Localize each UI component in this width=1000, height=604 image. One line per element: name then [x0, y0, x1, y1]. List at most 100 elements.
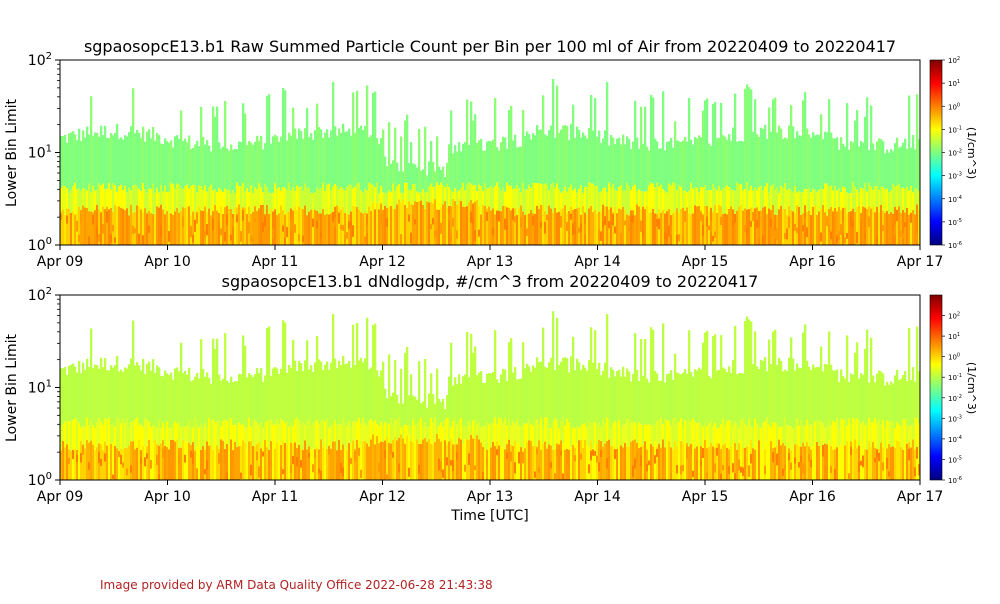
heatmap-cell — [826, 214, 829, 245]
heatmap-cell — [72, 363, 75, 421]
heatmap-cell — [272, 368, 275, 425]
heatmap-cell — [684, 136, 687, 191]
heatmap-cell — [546, 368, 549, 418]
heatmap-cell — [414, 425, 417, 442]
heatmap-cell — [160, 143, 163, 186]
heatmap-cell — [616, 213, 619, 245]
heatmap-cell — [772, 331, 775, 423]
heatmap-cell — [498, 382, 501, 418]
heatmap-cell — [806, 128, 809, 190]
heatmap-cell — [316, 220, 319, 229]
heatmap-cell — [138, 133, 141, 189]
heatmap-cell — [180, 447, 183, 480]
heatmap-cell — [760, 185, 763, 211]
heatmap-cell — [724, 213, 727, 245]
heatmap-cell — [476, 424, 479, 436]
heatmap-cell — [344, 364, 347, 424]
heatmap-cell — [506, 425, 509, 445]
heatmap-cell — [510, 210, 513, 245]
heatmap-cell — [148, 421, 151, 440]
heatmap-cell — [84, 448, 87, 480]
heatmap-cell — [304, 424, 307, 441]
heatmap-cell — [98, 452, 101, 464]
heatmap-cell — [678, 234, 681, 242]
heatmap-cell — [78, 128, 81, 189]
heatmap-cell — [246, 427, 249, 451]
heatmap-cell — [168, 142, 171, 192]
heatmap-cell — [350, 427, 353, 444]
heatmap-cell — [328, 446, 331, 455]
heatmap-cell — [74, 418, 77, 449]
heatmap-cell — [304, 205, 307, 245]
heatmap-cell — [208, 208, 211, 245]
heatmap-cell — [734, 93, 737, 191]
heatmap-cell — [418, 464, 421, 474]
heatmap-cell — [430, 418, 433, 444]
heatmap-cell — [156, 206, 159, 245]
heatmap-cell — [252, 193, 255, 212]
heatmap-cell — [680, 418, 683, 441]
heatmap-cell — [176, 135, 179, 184]
heatmap-cell — [156, 188, 159, 207]
heatmap-cell — [90, 96, 93, 193]
heatmap-cell — [902, 449, 905, 480]
heatmap-cell — [554, 207, 557, 245]
heatmap-cell — [188, 420, 191, 443]
heatmap-cell — [348, 464, 351, 474]
heatmap-cell — [828, 99, 831, 187]
heatmap-cell — [414, 219, 417, 225]
heatmap-cell — [832, 449, 835, 480]
heatmap-cell — [762, 235, 765, 244]
heatmap-cell — [400, 427, 403, 435]
heatmap-cell — [372, 184, 375, 202]
heatmap-cell — [144, 374, 147, 419]
heatmap-cell — [756, 446, 759, 480]
heatmap-cell — [784, 183, 787, 209]
heatmap-cell — [718, 204, 721, 245]
heatmap-cell — [444, 440, 447, 480]
heatmap-cell — [434, 199, 437, 245]
heatmap-cell — [408, 434, 411, 480]
heatmap-cell — [242, 103, 245, 183]
heatmap-cell — [378, 376, 381, 427]
heatmap-cell — [130, 422, 133, 442]
heatmap-cell — [708, 189, 711, 211]
heatmap-cell — [832, 138, 835, 191]
heatmap-cell — [874, 418, 877, 448]
heatmap-cell — [136, 450, 139, 461]
heatmap-cell — [82, 444, 85, 455]
heatmap-cell — [136, 447, 139, 480]
heatmap-cell — [742, 373, 745, 419]
heatmap-cell — [512, 372, 515, 421]
heatmap-cell — [496, 379, 499, 424]
heatmap-cell — [916, 326, 919, 419]
heatmap-cell — [352, 225, 355, 237]
heatmap-cell — [698, 367, 701, 423]
heatmap-cell — [616, 422, 619, 449]
heatmap-cell — [656, 219, 659, 227]
heatmap-cell — [494, 214, 497, 245]
heatmap-cell — [598, 192, 601, 212]
heatmap-cell — [324, 364, 327, 422]
heatmap-cell — [84, 207, 87, 245]
heatmap-cell — [520, 378, 523, 427]
heatmap-cell — [190, 186, 193, 216]
heatmap-cell — [766, 214, 769, 245]
heatmap-cell — [174, 188, 177, 212]
heatmap-cell — [612, 445, 615, 480]
heatmap-cell — [910, 424, 913, 448]
heatmap-cell — [298, 444, 301, 480]
heatmap-cell — [850, 441, 853, 480]
heatmap-cell — [470, 183, 473, 201]
heatmap-cell — [172, 214, 175, 245]
heatmap-cell — [860, 440, 863, 480]
heatmap-cell — [596, 213, 599, 245]
heatmap-cell — [274, 449, 277, 480]
heatmap-cell — [66, 188, 69, 209]
heatmap-cell — [692, 213, 695, 245]
heatmap-cell — [112, 423, 115, 443]
heatmap-cell — [680, 374, 683, 419]
heatmap-cell — [392, 208, 395, 245]
heatmap-cell — [268, 191, 271, 214]
heatmap-cell — [916, 233, 919, 242]
